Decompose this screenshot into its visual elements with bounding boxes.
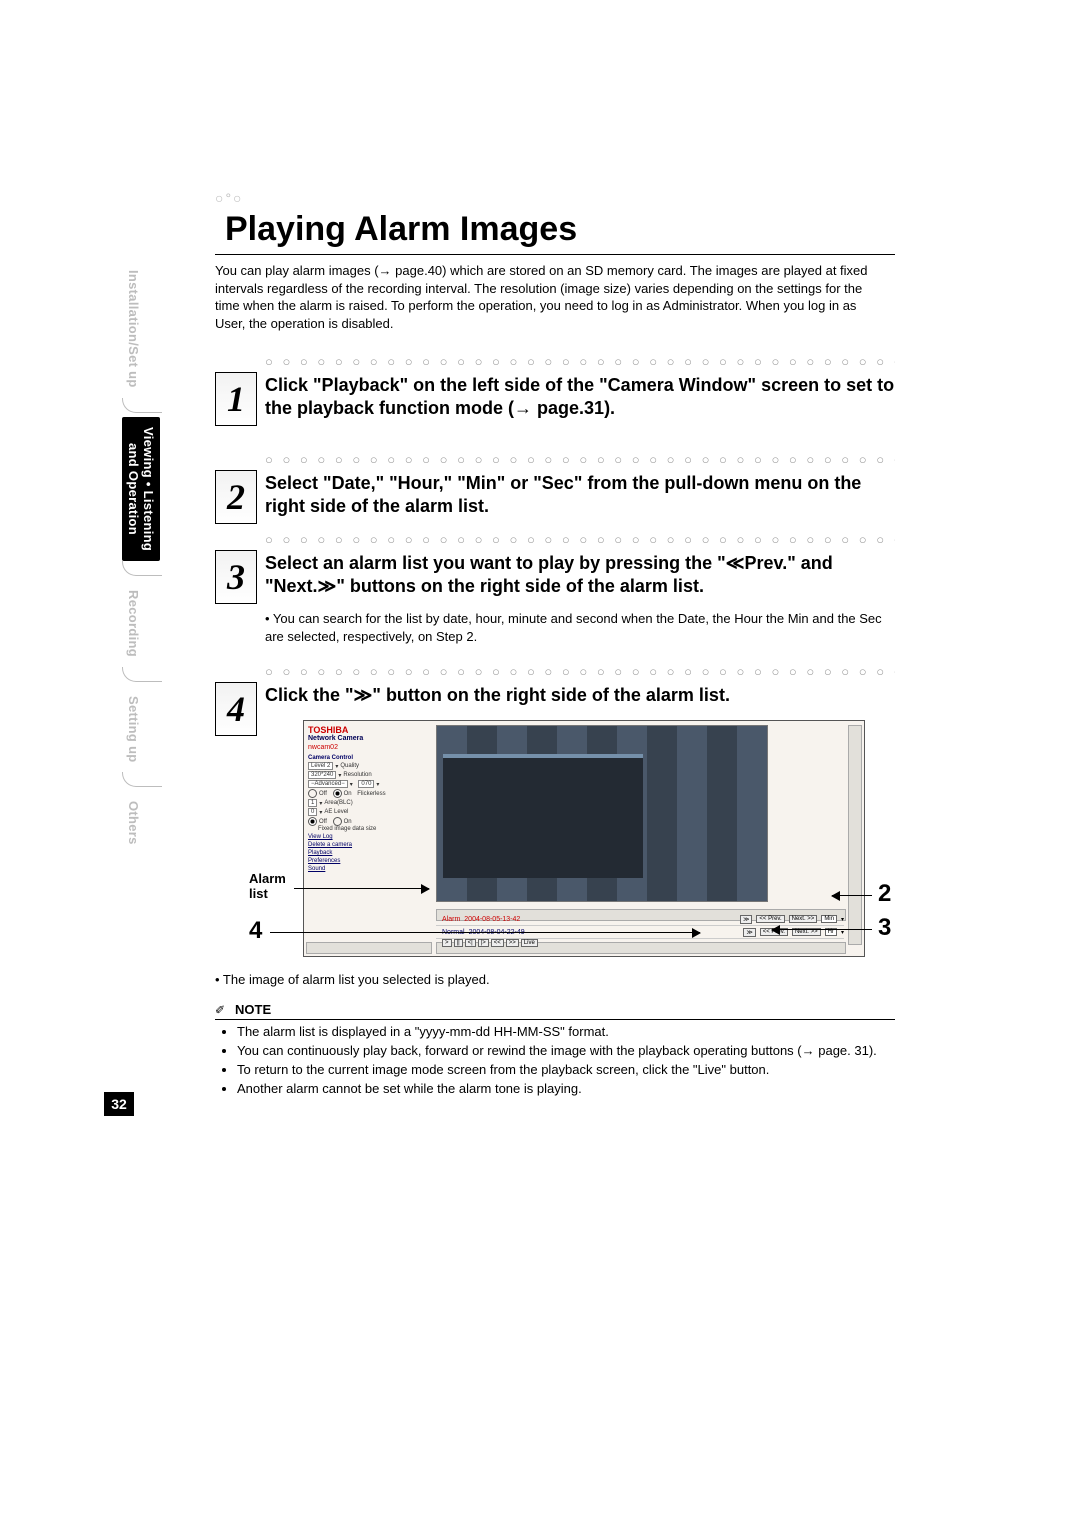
dots: ○ ○ ○ ○ ○ ○ ○ ○ ○ ○ ○ ○ ○ ○ ○ ○ ○ ○ ○ ○ …	[265, 454, 895, 470]
panel-title: Camera Control	[308, 755, 428, 761]
arrow-alarm-list	[294, 888, 429, 889]
off-label: Off	[319, 791, 327, 797]
tab-recording: Recording	[122, 580, 145, 667]
view-log-link[interactable]: View Log	[308, 834, 428, 840]
off-label-2: Off	[319, 819, 327, 825]
ae-label: AE Level	[324, 809, 348, 815]
preferences-link[interactable]: Preferences	[308, 858, 428, 864]
quality-select[interactable]: Level 2	[308, 762, 333, 770]
ctrl-rewind[interactable]: <<	[491, 939, 504, 947]
fixed-label: Fixed image data size	[318, 826, 428, 832]
video-area	[436, 725, 768, 902]
alarm-row-label: Alarm	[442, 916, 460, 923]
callout-alarm-list: Alarm list	[249, 871, 286, 901]
step-3-text: Select an alarm list you want to play by…	[265, 550, 895, 599]
title-decor: ○°○	[215, 190, 244, 206]
camera-name: nwcam02	[308, 744, 428, 751]
ctrl-stepback[interactable]: <|	[465, 939, 476, 947]
ctrl-stepfwd[interactable]: |>	[478, 939, 489, 947]
callout-2: 2	[878, 880, 891, 908]
fixed-on-radio[interactable]	[333, 817, 342, 826]
step-3-sub: • You can search for the list by date, h…	[265, 610, 895, 645]
ctrl-play[interactable]: >	[442, 939, 452, 947]
tab-installation: Installation/Set up	[122, 260, 145, 398]
note-list: The alarm list is displayed in a "yyyy-m…	[237, 1024, 895, 1098]
callout-4: 4	[249, 917, 262, 945]
advanced-select[interactable]: −Advanced−	[308, 780, 348, 788]
ctrl-forward[interactable]: >>	[506, 939, 519, 947]
alarm-prev-button[interactable]: << Prev.	[756, 915, 784, 923]
resolution-label: Resolution	[343, 772, 371, 778]
flicker-on-radio[interactable]	[333, 789, 342, 798]
tab-setting: Setting up	[122, 686, 145, 773]
step-3: ○ ○ ○ ○ ○ ○ ○ ○ ○ ○ ○ ○ ○ ○ ○ ○ ○ ○ ○ ○ …	[215, 534, 895, 645]
scrollbar-vertical[interactable]	[848, 725, 862, 945]
arrow-3	[772, 929, 872, 930]
page-number: 32	[104, 1092, 134, 1116]
tab-viewing: Viewing • Listening and Operation	[122, 417, 160, 561]
note-item: You can continuously play back, forward …	[237, 1043, 895, 1060]
arrow-4	[270, 932, 700, 933]
page-title: Playing Alarm Images	[225, 210, 577, 249]
delete-camera-link[interactable]: Delete a camera	[308, 842, 428, 848]
flicker-label: Flickerless	[357, 791, 385, 797]
num-field[interactable]: 070	[358, 780, 374, 788]
on-label: On	[344, 791, 352, 797]
step-1: ○ ○ ○ ○ ○ ○ ○ ○ ○ ○ ○ ○ ○ ○ ○ ○ ○ ○ ○ ○ …	[215, 356, 895, 426]
ctrl-live[interactable]: Live	[521, 939, 538, 947]
step-2-text: Select "Date," "Hour," "Min" or "Sec" fr…	[265, 470, 895, 519]
arrow-2	[832, 895, 872, 896]
note-icon: ✐	[215, 1003, 229, 1017]
brand-subtext: Network Camera	[308, 735, 428, 742]
alarm-play-button[interactable]: ≫	[740, 915, 752, 924]
brand-text: TOSHIBA	[308, 725, 428, 735]
camera-screenshot: TOSHIBA Network Camera nwcam02 Camera Co…	[303, 720, 865, 957]
quality-label: Quality	[340, 763, 359, 769]
step-4-text: Click the "≫" button on the right side o…	[265, 682, 895, 707]
resolution-select[interactable]: 320*240	[308, 771, 336, 779]
normal-play-button[interactable]: ≫	[743, 928, 755, 937]
intro-paragraph: You can play alarm images (→ page.40) wh…	[215, 262, 885, 332]
callout-3: 3	[878, 914, 891, 942]
dots: ○ ○ ○ ○ ○ ○ ○ ○ ○ ○ ○ ○ ○ ○ ○ ○ ○ ○ ○ ○ …	[265, 534, 895, 550]
dots: ○ ○ ○ ○ ○ ○ ○ ○ ○ ○ ○ ○ ○ ○ ○ ○ ○ ○ ○ ○ …	[265, 666, 895, 682]
step-1-text: Click "Playback" on the left side of the…	[265, 372, 895, 421]
note-heading: ✐ NOTE	[215, 1002, 895, 1020]
on-label-2: On	[344, 819, 352, 825]
ae-select[interactable]: 0	[308, 808, 317, 816]
playback-link[interactable]: Playback	[308, 850, 428, 856]
note-item: Another alarm cannot be set while the al…	[237, 1081, 895, 1098]
alarm-unit-select[interactable]: Min	[821, 915, 837, 923]
sound-link[interactable]: Sound	[308, 866, 428, 872]
tab-others: Others	[122, 791, 145, 855]
area-select[interactable]: 1	[308, 799, 317, 807]
side-tabs: Installation/Set up Viewing • Listening …	[122, 260, 162, 855]
note-item: The alarm list is displayed in a "yyyy-m…	[237, 1024, 895, 1041]
step-2-num: 2	[215, 470, 257, 524]
area-label: Area(BLC)	[324, 800, 352, 806]
fixed-off-radio[interactable]	[308, 817, 317, 826]
flicker-off-radio[interactable]	[308, 789, 317, 798]
title-rule	[215, 254, 895, 255]
alarm-row-time: 2004-08-05-13-42	[464, 916, 520, 923]
step-1-num: 1	[215, 372, 257, 426]
step-2: ○ ○ ○ ○ ○ ○ ○ ○ ○ ○ ○ ○ ○ ○ ○ ○ ○ ○ ○ ○ …	[215, 454, 895, 524]
playback-controls: > || <| |> << >> Live	[442, 939, 538, 947]
step-3-num: 3	[215, 550, 257, 604]
note-item: To return to the current image mode scre…	[237, 1062, 895, 1079]
alarm-list: Alarm 2004-08-05-13-42 ≫ << Prev. Next. …	[436, 913, 844, 941]
dots: ○ ○ ○ ○ ○ ○ ○ ○ ○ ○ ○ ○ ○ ○ ○ ○ ○ ○ ○ ○ …	[265, 356, 895, 372]
note-label: NOTE	[235, 1002, 271, 1017]
scrollbar-left[interactable]	[306, 942, 432, 954]
played-note: • The image of alarm list you selected i…	[215, 972, 895, 987]
step-4-num: 4	[215, 682, 257, 736]
alarm-next-button[interactable]: Next. >>	[789, 915, 818, 923]
ctrl-pause[interactable]: ||	[454, 939, 463, 947]
